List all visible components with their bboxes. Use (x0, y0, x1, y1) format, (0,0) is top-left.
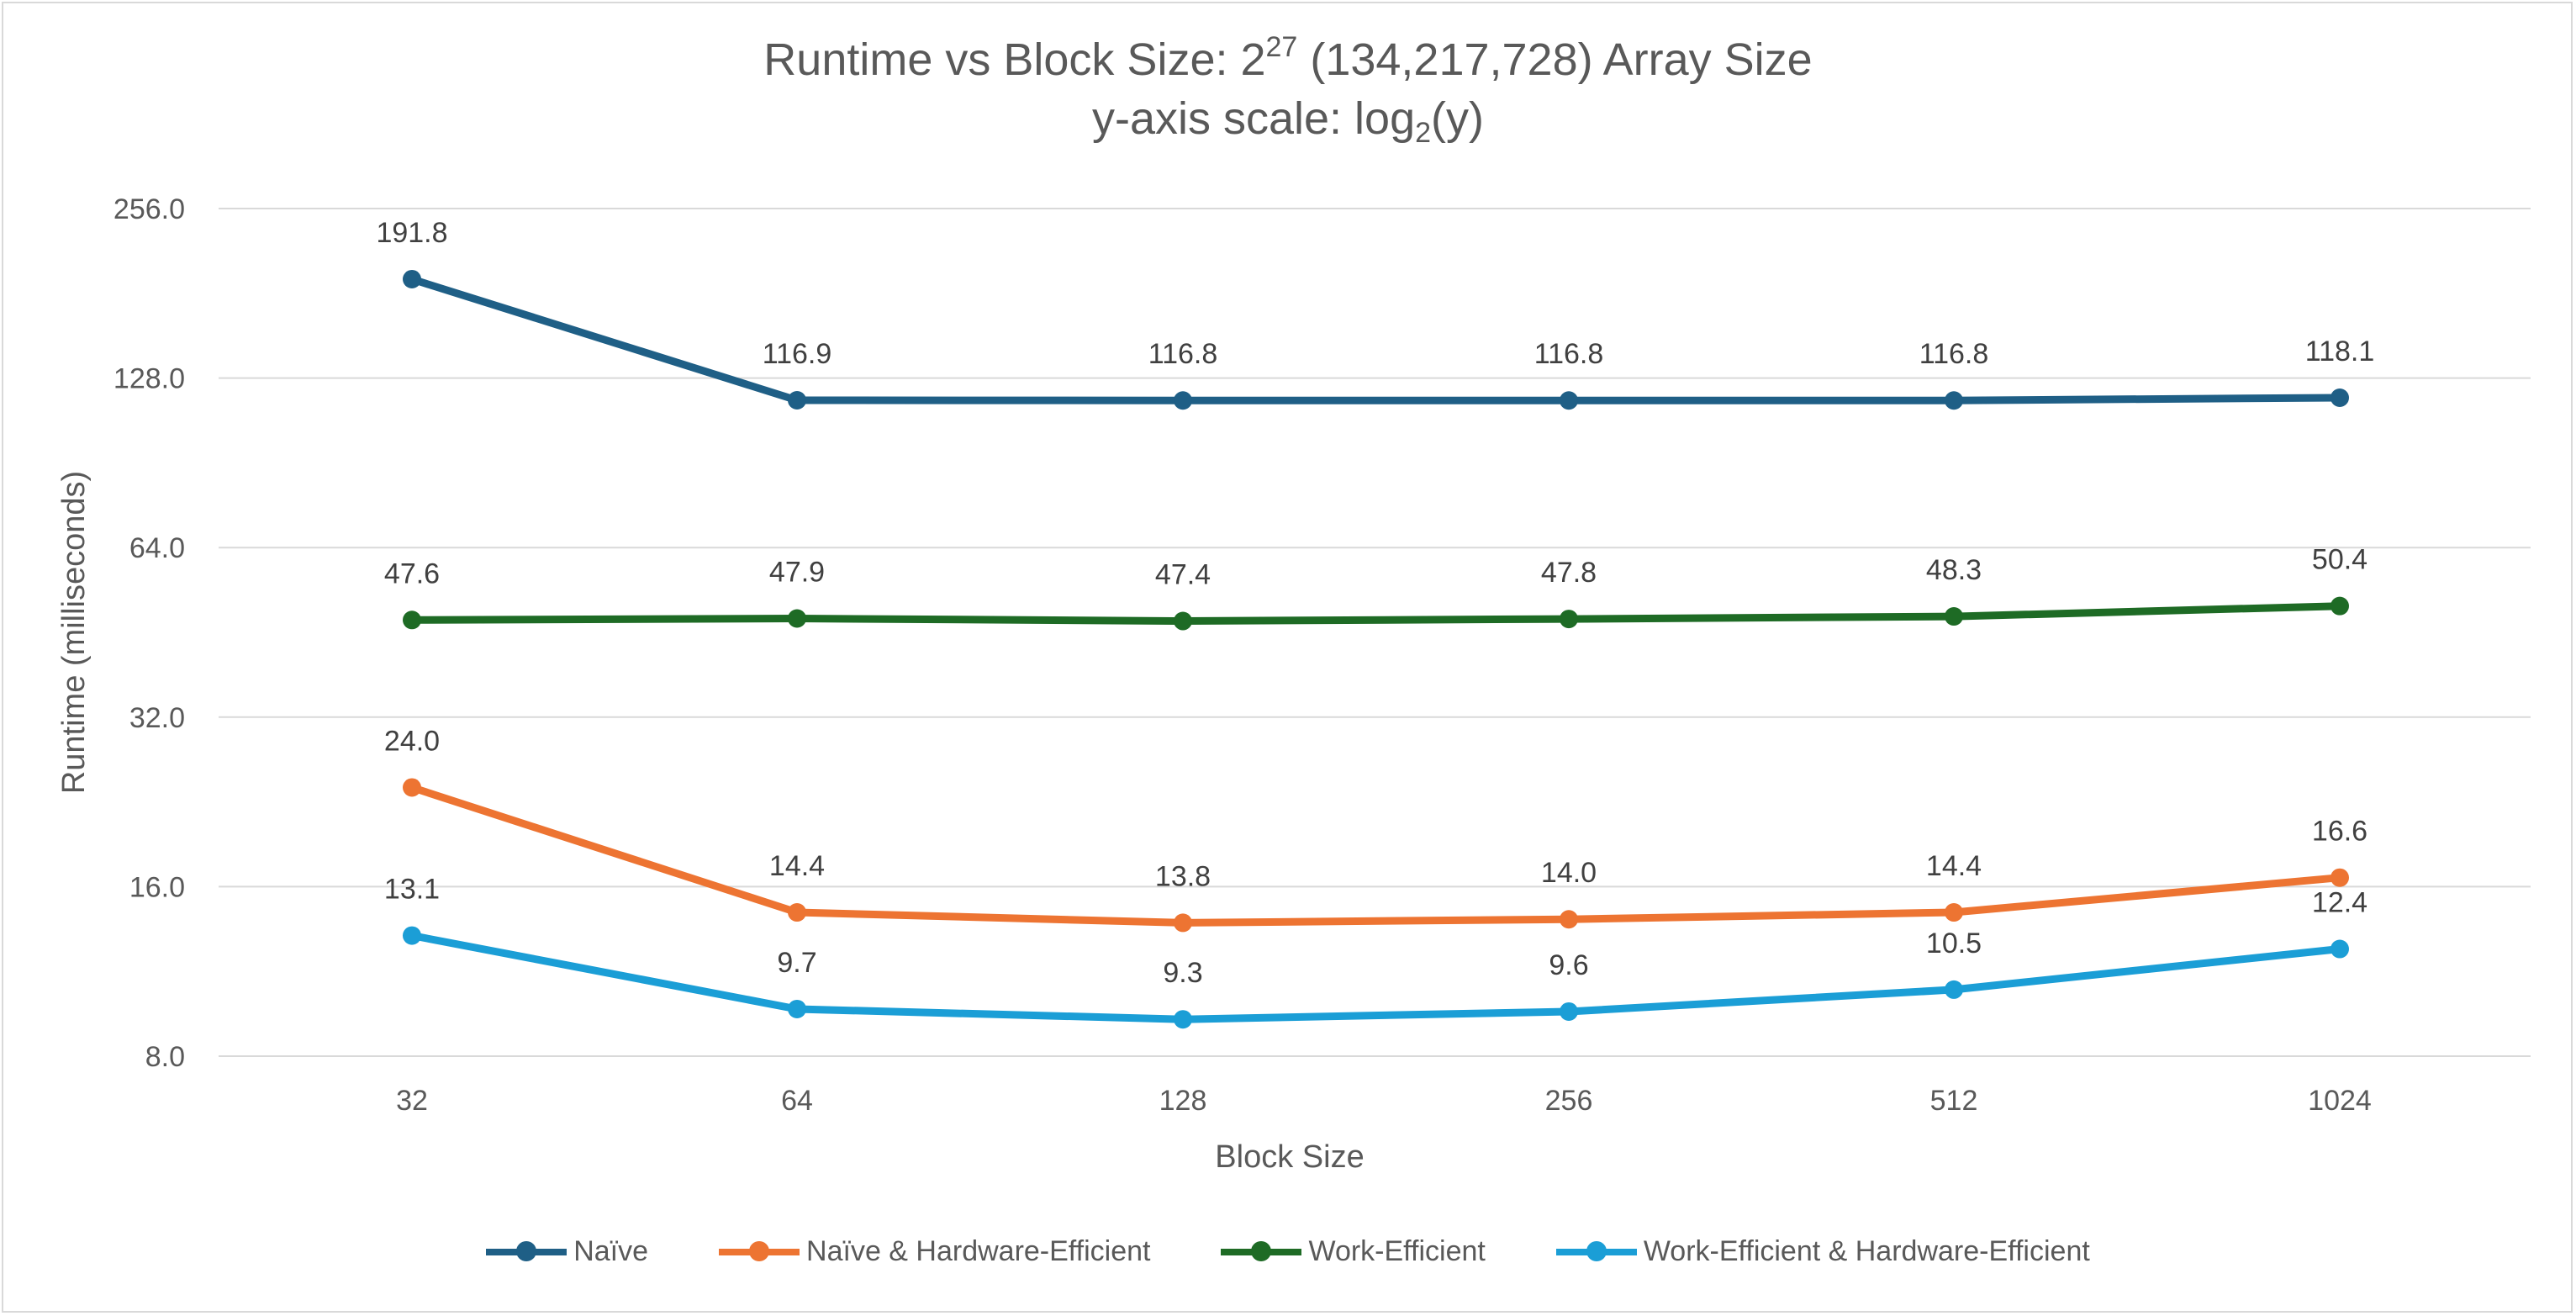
subtitle-text: y-axis scale: log (1091, 93, 1416, 144)
legend-item-na-ve: Naïve (486, 1234, 648, 1268)
legend-swatch (1221, 1234, 1302, 1268)
y-tick-label: 16.0 (129, 871, 185, 903)
data-point-na-ve-hardware-efficient (788, 903, 806, 922)
y-tick-label: 8.0 (145, 1041, 185, 1073)
data-point-work-efficient (1560, 610, 1578, 629)
data-label-work-efficient: 47.6 (384, 558, 440, 589)
legend-swatch (1555, 1234, 1637, 1268)
legend-label: Work-Efficient & Hardware-Efficient (1643, 1234, 2090, 1267)
y-tick-label: 32.0 (129, 702, 185, 734)
legend-swatch-marker (516, 1241, 537, 1261)
data-point-work-efficient-hardware-efficient (788, 999, 806, 1018)
data-label-na-ve: 118.1 (2305, 336, 2375, 367)
y-tick-label: 64.0 (129, 532, 185, 564)
x-tick-label: 256 (1545, 1085, 1593, 1117)
data-label-work-efficient-hardware-efficient: 10.5 (1926, 928, 1982, 959)
x-axis-ticks: 32 64 128 256 512 1024 (396, 1085, 2372, 1117)
gridlines (219, 208, 2531, 1057)
x-tick-label: 512 (1930, 1085, 1978, 1117)
data-label-work-efficient-hardware-efficient: 9.6 (1549, 949, 1588, 981)
data-label-na-ve: 116.8 (1534, 338, 1604, 370)
legend-swatch-marker (1586, 1241, 1607, 1261)
legend-swatch-marker (1251, 1241, 1272, 1261)
data-point-na-ve (403, 269, 421, 288)
series-line-work-efficient-hardware-efficient (408, 932, 2344, 1023)
title-text: Runtime vs Block Size: 2 (763, 34, 1266, 85)
legend: Naïve Naïve & Hardware-Efficient Work-Effi… (0, 1234, 2576, 1268)
data-label-na-ve-hardware-efficient: 13.8 (1155, 860, 1211, 892)
data-point-work-efficient (2331, 596, 2349, 616)
series-line-na-ve (408, 275, 2344, 404)
data-point-na-ve (1560, 391, 1578, 410)
data-label-work-efficient-hardware-efficient: 12.4 (2312, 887, 2367, 919)
title-line-1: Runtime vs Block Size: 227 (134,217,728)… (0, 30, 2576, 89)
x-tick-label: 128 (1159, 1085, 1207, 1117)
data-label-work-efficient: 47.8 (1541, 557, 1597, 589)
data-point-na-ve-hardware-efficient (403, 778, 421, 797)
data-label-na-ve-hardware-efficient: 14.0 (1541, 857, 1597, 889)
series-line-work-efficient (408, 602, 2344, 625)
data-label-na-ve: 116.9 (763, 338, 832, 370)
data-label-na-ve-hardware-efficient: 14.4 (1926, 850, 1982, 882)
y-axis-ticks: 8.0 16.0 32.0 64.0 128.0 256.0 (113, 193, 185, 1073)
y-axis-title: Runtime (milliseconds) (56, 471, 92, 794)
data-label-na-ve: 116.8 (1148, 338, 1218, 370)
legend-item-na-ve-hardware-efficient: Naïve & Hardware-Efficient (719, 1234, 1150, 1268)
x-axis-title: Block Size (1215, 1139, 1364, 1175)
y-tick-label: 128.0 (113, 363, 185, 395)
data-label-na-ve: 191.8 (376, 217, 447, 249)
data-point-work-efficient (788, 609, 806, 628)
series-line-na-ve-hardware-efficient (408, 784, 2344, 927)
title-line-2: y-axis scale: log2(y) (0, 89, 2576, 148)
data-label-work-efficient: 50.4 (2312, 544, 2367, 576)
legend-item-work-efficient: Work-Efficient (1221, 1234, 1486, 1268)
legend-label: Work-Efficient (1308, 1234, 1486, 1267)
legend-label: Naïve & Hardware-Efficient (806, 1234, 1151, 1267)
subtitle-subscript: 2 (1415, 117, 1432, 149)
data-point-na-ve (2331, 388, 2349, 408)
data-label-na-ve-hardware-efficient: 16.6 (2312, 816, 2367, 848)
data-point-work-efficient-hardware-efficient (1174, 1010, 1192, 1029)
legend-label: Naïve (573, 1234, 649, 1267)
y-tick-label: 256.0 (113, 193, 185, 225)
legend-swatch (719, 1234, 800, 1268)
data-label-work-efficient-hardware-efficient: 9.7 (777, 947, 816, 979)
data-point-na-ve-hardware-efficient (1560, 910, 1578, 929)
title-exponent: 27 (1265, 31, 1298, 63)
data-point-na-ve-hardware-efficient (2331, 868, 2349, 887)
data-point-na-ve-hardware-efficient (1174, 913, 1192, 933)
data-labels: 191.8 116.9 116.8 116.8 116.8 118.1 24.0 14.4 13… (376, 217, 2374, 989)
legend-item-work-efficient-hardware-efficient: Work-Efficient & Hardware-Efficient (1555, 1234, 2090, 1268)
series-group (403, 269, 2349, 1029)
subtitle-text-rest: (y) (1431, 93, 1485, 144)
data-point-work-efficient (1174, 611, 1192, 631)
data-point-work-efficient-hardware-efficient (1560, 1002, 1578, 1021)
data-label-work-efficient-hardware-efficient: 13.1 (384, 874, 440, 906)
data-point-work-efficient-hardware-efficient (403, 926, 421, 945)
x-tick-label: 32 (396, 1085, 428, 1117)
data-label-na-ve: 116.8 (1919, 338, 1989, 370)
data-label-na-ve-hardware-efficient: 24.0 (384, 725, 440, 757)
data-label-work-efficient: 48.3 (1926, 554, 1982, 586)
data-point-work-efficient (403, 610, 421, 630)
data-point-work-efficient-hardware-efficient (1945, 980, 1963, 999)
data-point-work-efficient (1945, 607, 1963, 626)
data-point-na-ve (1945, 391, 1963, 410)
data-point-na-ve-hardware-efficient (1945, 903, 1963, 922)
data-label-na-ve-hardware-efficient: 14.4 (769, 850, 825, 882)
chart-title: Runtime vs Block Size: 227 (134,217,728)… (0, 30, 2576, 148)
data-point-na-ve (788, 390, 806, 410)
title-text-rest: (134,217,728) Array Size (1297, 34, 1813, 85)
data-label-work-efficient: 47.9 (769, 556, 825, 588)
x-tick-label: 64 (781, 1085, 813, 1117)
data-point-na-ve (1174, 391, 1192, 410)
legend-swatch (486, 1234, 567, 1268)
data-label-work-efficient: 47.4 (1155, 559, 1211, 591)
data-label-work-efficient-hardware-efficient: 9.3 (1163, 957, 1202, 989)
legend-swatch-marker (749, 1241, 770, 1261)
x-tick-label: 1024 (2308, 1085, 2372, 1117)
data-point-work-efficient-hardware-efficient (2331, 939, 2349, 959)
